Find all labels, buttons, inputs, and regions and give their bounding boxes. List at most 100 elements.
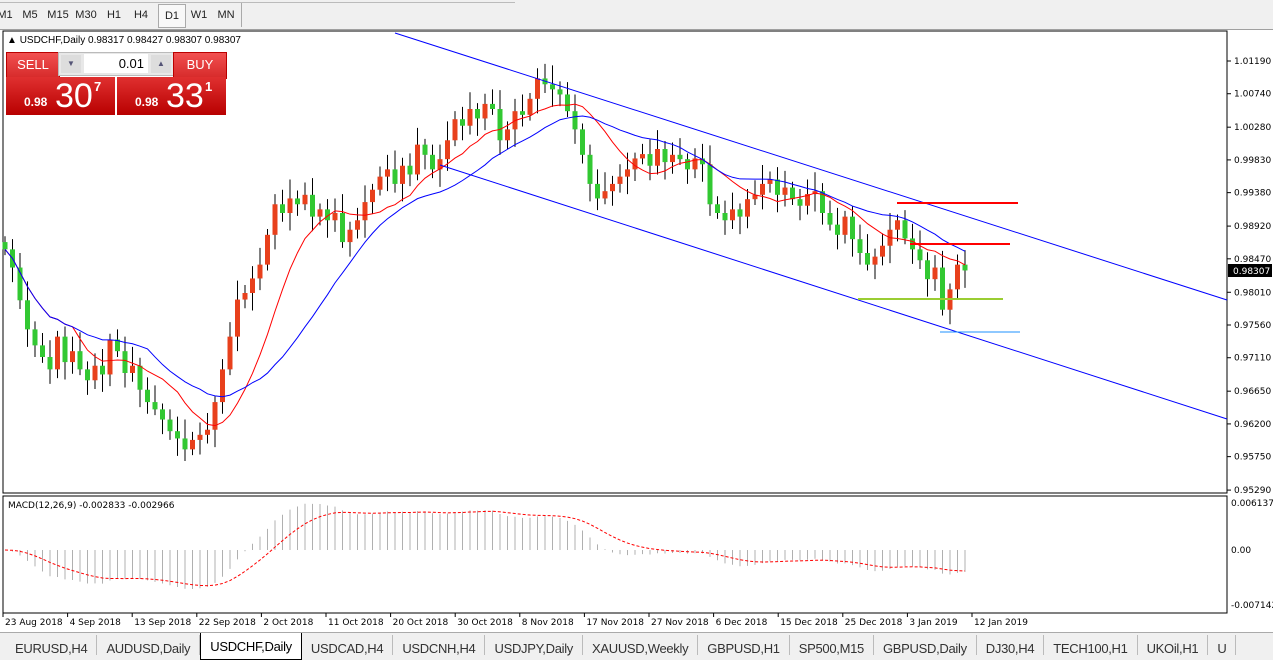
candle-body <box>842 216 848 235</box>
candle-body <box>482 103 488 119</box>
candle-body <box>32 329 38 346</box>
decrease-lot-icon[interactable]: ▼ <box>61 55 81 73</box>
candle-body <box>760 183 765 195</box>
collapse-icon[interactable]: ▲ <box>7 35 17 46</box>
timeframe-w1[interactable]: W1 <box>190 9 208 21</box>
timeframe-d1[interactable]: D1 <box>158 4 186 28</box>
chart-tab[interactable]: USDJPY,Daily <box>485 635 584 656</box>
candle-body <box>640 154 645 159</box>
candle-body <box>752 194 758 200</box>
candle-body <box>662 149 668 163</box>
timeframe-h4[interactable]: H4 <box>133 9 149 21</box>
candle-body <box>17 267 23 301</box>
candle-body <box>107 339 113 375</box>
lot-stepper[interactable]: ▼ 0.01 ▲ <box>58 52 175 76</box>
candle-body <box>730 209 735 221</box>
chart-tab[interactable]: GBPUSD,H1 <box>698 635 790 656</box>
chart-tab[interactable]: SP500,M15 <box>790 635 874 656</box>
chart-tab[interactable]: USDCHF,Daily <box>200 633 302 660</box>
timeframe-m1[interactable]: M1 <box>0 9 13 21</box>
date-tick-label: 12 Jan 2019 <box>974 618 1028 628</box>
timeframe-m5[interactable]: M5 <box>22 9 38 21</box>
sell-quote[interactable]: 0.98 30 7 <box>6 77 115 115</box>
candle-body <box>610 183 615 192</box>
candle-body <box>325 209 330 221</box>
chart-tab[interactable]: TECH100,H1 <box>1044 635 1138 656</box>
sell-button[interactable]: SELL <box>6 52 60 79</box>
current-price-label: 0.98307 <box>1233 267 1270 277</box>
candle-body <box>550 84 555 90</box>
chart-tab[interactable]: AUDUSD,Daily <box>97 635 201 656</box>
candle-body <box>827 213 833 225</box>
ma-fast-line <box>4 103 966 427</box>
macd-histogram <box>12 503 966 589</box>
chart-tab[interactable]: DJ30,H4 <box>977 635 1045 656</box>
macd-axis: 0.006137 0.00 -0.007142 <box>1231 499 1273 611</box>
date-tick-label: 11 Oct 2018 <box>328 618 384 628</box>
date-axis: 23 Aug 2018 4 Sep 2018 13 Sep 2018 22 Sep 2… <box>2 613 1028 628</box>
candle-body <box>820 191 825 213</box>
price-chart[interactable]: 1.01190 1.00740 1.00280 0.99830 0.99380 0.989… <box>0 0 1273 632</box>
chart-tab[interactable]: USDCNH,H4 <box>393 635 486 656</box>
candle-body <box>310 194 315 217</box>
sell-price-prefix: 0.98 <box>24 95 48 109</box>
candle-body <box>85 369 90 381</box>
candle-body <box>377 176 383 190</box>
price-tick-label: 0.96200 <box>1234 420 1271 430</box>
date-tick-label: 25 Dec 2018 <box>845 618 903 628</box>
candle-body <box>715 204 720 213</box>
chart-tab[interactable]: EURUSD,H4 <box>6 635 98 656</box>
price-tick-label: 0.97110 <box>1234 354 1271 364</box>
candle-body <box>557 89 563 95</box>
toolbar-divider <box>0 0 515 3</box>
candle-body <box>917 249 923 261</box>
timeframe-m15[interactable]: M15 <box>47 9 69 21</box>
candle-body <box>467 109 473 126</box>
channel-upper-line[interactable] <box>394 32 1228 301</box>
candle-body <box>362 202 368 221</box>
channel-lower-line[interactable] <box>439 164 1228 420</box>
date-tick-label: 2 Oct 2018 <box>263 618 313 628</box>
timeframe-m30[interactable]: M30 <box>75 9 97 21</box>
price-tick-label: 0.98010 <box>1234 288 1271 298</box>
timeframe-h1[interactable]: H1 <box>106 9 122 21</box>
price-tick-label: 1.01190 <box>1234 57 1271 67</box>
chart-tab[interactable]: XAUUSD,Weekly <box>583 635 699 656</box>
candle-body <box>257 264 263 279</box>
candle-body <box>865 253 870 265</box>
increase-lot-icon[interactable]: ▲ <box>151 55 171 73</box>
price-tick-label: 0.99830 <box>1234 156 1271 166</box>
candle-body <box>625 169 630 177</box>
candle-body <box>145 389 150 403</box>
candle-body <box>100 365 105 375</box>
candle-body <box>490 103 495 109</box>
chart-tab[interactable]: UKOil,H1 <box>1138 635 1209 656</box>
macd-tick-label: 0.00 <box>1231 546 1251 556</box>
candle-body <box>475 109 480 119</box>
buy-button[interactable]: BUY <box>173 52 227 79</box>
candle-body <box>250 278 255 293</box>
buy-quote[interactable]: 0.98 33 1 <box>117 77 226 115</box>
timeframe-mn[interactable]: MN <box>217 9 235 21</box>
candle-body <box>857 239 863 253</box>
candle-body <box>572 111 578 130</box>
candle-body <box>872 256 878 265</box>
chart-tab[interactable]: U <box>1208 635 1237 656</box>
chart-tab[interactable]: GBPUSD,Daily <box>874 635 977 656</box>
candle-body <box>580 129 585 155</box>
candle-body <box>415 144 420 175</box>
macd-tick-label: -0.007142 <box>1231 601 1273 611</box>
macd-tick-label: 0.006137 <box>1231 499 1273 509</box>
candle-body <box>692 158 698 170</box>
price-tick-label: 1.00280 <box>1234 123 1271 133</box>
candle-body <box>175 431 180 439</box>
lot-input[interactable]: 0.01 <box>84 54 148 73</box>
candle-body <box>790 187 795 200</box>
candle-body <box>445 140 450 160</box>
candle-body <box>835 224 840 235</box>
date-tick-label: 22 Sep 2018 <box>199 618 256 628</box>
candle-body <box>122 351 128 373</box>
candle-body <box>430 154 435 170</box>
chart-tab[interactable]: USDCAD,H4 <box>302 635 394 656</box>
candle-body <box>40 345 45 357</box>
